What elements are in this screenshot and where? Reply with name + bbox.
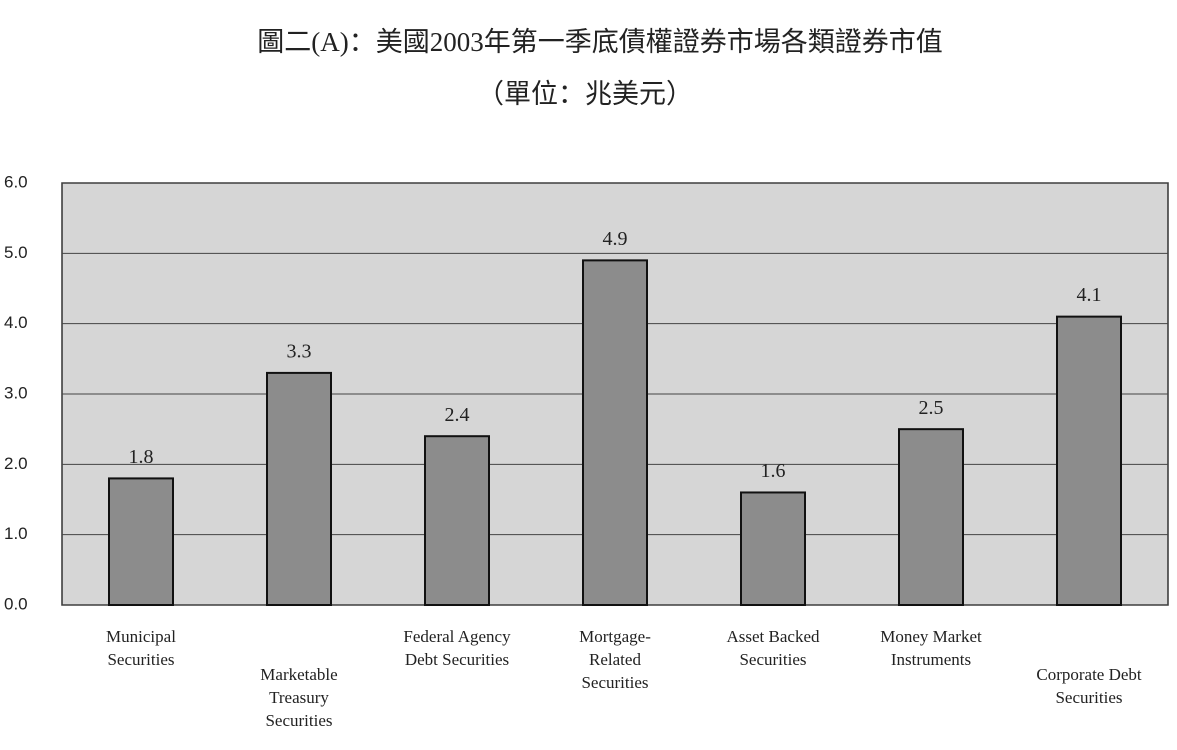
y-tick-label: 6.0 (4, 172, 28, 191)
y-tick-label: 4.0 (4, 313, 28, 332)
x-tick-label: Municipal Securities (106, 627, 176, 669)
data-label: 2.4 (445, 404, 470, 426)
x-tick-label-line: Debt Securities (405, 650, 509, 669)
chart-title: 圖二(A)：美國2003年第一季底債權證券市場各類證券市值 (257, 27, 942, 57)
y-tick-label: 2.0 (4, 454, 28, 473)
x-tick-label-line: Mortgage- (579, 627, 651, 646)
x-tick-label-line: Related (589, 650, 641, 669)
x-tick-label-line: Corporate Debt (1036, 665, 1142, 684)
chart-subtitle: （單位：兆美元） (477, 79, 693, 109)
x-tick-label-line: Securities (107, 650, 174, 669)
y-tick-label: 3.0 (4, 383, 28, 402)
y-tick-label: 5.0 (4, 243, 28, 262)
data-label: 4.9 (603, 228, 628, 250)
x-tick-label-line: Marketable (260, 665, 337, 684)
x-tick-label-line: Instruments (891, 650, 971, 669)
bar (582, 259, 648, 606)
x-tick-label: Corporate Debt Securities (1036, 665, 1142, 707)
x-tick-label-line: Treasury (269, 688, 329, 707)
x-tick-label-line: Securities (581, 673, 648, 692)
data-label: 1.6 (761, 460, 786, 482)
bar (424, 435, 490, 607)
x-tick-label-line: Federal Agency (403, 627, 511, 646)
y-tick-label: 0.0 (4, 594, 28, 613)
x-tick-label: Marketable Treasury Securities (260, 665, 337, 730)
x-tick-label-line: Securities (1055, 688, 1122, 707)
bar (108, 477, 174, 606)
data-label: 1.8 (129, 446, 154, 468)
x-tick-label-line: Securities (739, 650, 806, 669)
x-tick-label-line: Securities (265, 711, 332, 730)
x-tick-label: Asset Backed Securities (726, 627, 820, 669)
x-tick-label: Mortgage- Related Securities (579, 627, 651, 692)
bar (898, 428, 964, 606)
data-label: 4.1 (1077, 284, 1102, 306)
x-tick-label-line: Asset Backed (726, 627, 820, 646)
x-tick-label: Federal Agency Debt Securities (403, 627, 511, 669)
bar (740, 491, 806, 607)
x-tick-label-line: Money Market (880, 627, 982, 646)
bar (1056, 315, 1122, 606)
bar (266, 371, 332, 606)
data-label: 2.5 (919, 397, 944, 419)
x-tick-label-line: Municipal (106, 627, 176, 646)
x-tick-label: Money Market Instruments (880, 627, 982, 669)
data-label: 3.3 (287, 340, 312, 362)
y-tick-label: 1.0 (4, 524, 28, 543)
